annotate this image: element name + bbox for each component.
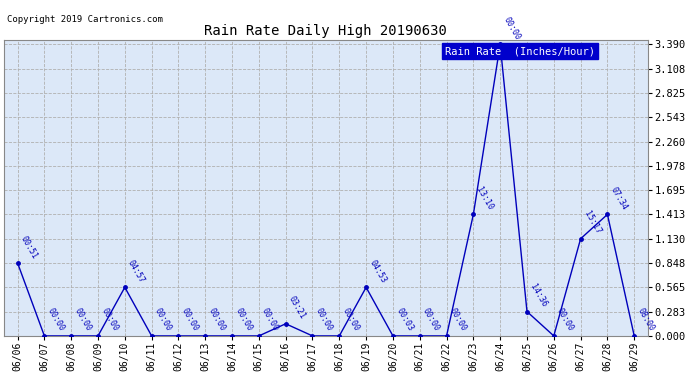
Text: 08:00: 08:00 <box>635 307 656 333</box>
Text: 00:00: 00:00 <box>448 307 469 333</box>
Text: 00:00: 00:00 <box>341 307 361 333</box>
Text: Rain Rate  (Inches/Hour): Rain Rate (Inches/Hour) <box>445 46 595 56</box>
Text: Copyright 2019 Cartronics.com: Copyright 2019 Cartronics.com <box>7 15 163 24</box>
Text: 00:00: 00:00 <box>99 307 119 333</box>
Text: 14:36: 14:36 <box>529 283 549 309</box>
Text: 13:10: 13:10 <box>475 186 495 211</box>
Text: 00:00: 00:00 <box>72 307 93 333</box>
Text: 00:00: 00:00 <box>260 307 281 333</box>
Text: 00:00: 00:00 <box>206 307 227 333</box>
Title: Rain Rate Daily High 20190630: Rain Rate Daily High 20190630 <box>204 24 447 38</box>
Text: 00:00: 00:00 <box>555 307 575 333</box>
Text: 04:53: 04:53 <box>368 258 388 285</box>
Text: 15:17: 15:17 <box>582 210 602 236</box>
Text: 00:00: 00:00 <box>180 307 200 333</box>
Text: 00:51: 00:51 <box>19 234 39 260</box>
Text: 00:00: 00:00 <box>502 15 522 42</box>
Text: 00:00: 00:00 <box>233 307 254 333</box>
Text: 00:00: 00:00 <box>421 307 442 333</box>
Text: 00:00: 00:00 <box>153 307 173 333</box>
Text: 04:57: 04:57 <box>126 258 146 285</box>
Text: 03:21: 03:21 <box>287 295 307 321</box>
Text: 00:03: 00:03 <box>394 307 415 333</box>
Text: 00:00: 00:00 <box>46 307 66 333</box>
Text: 07:34: 07:34 <box>609 186 629 211</box>
Text: 00:00: 00:00 <box>314 307 334 333</box>
